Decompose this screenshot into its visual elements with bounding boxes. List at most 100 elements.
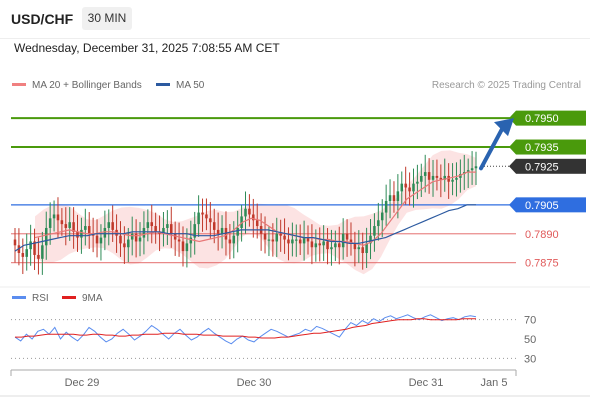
candle-body — [302, 237, 306, 244]
candle-body — [130, 233, 134, 240]
candle-body — [279, 233, 282, 236]
candle-body — [412, 183, 415, 192]
candle-body — [185, 243, 189, 252]
candle-body — [295, 239, 298, 241]
level-badge-pointer-0.7935 — [509, 139, 516, 155]
x-tick-label: Jan 5 — [481, 377, 508, 389]
candle-body — [119, 235, 122, 244]
candle-body — [209, 218, 212, 223]
candle-body — [127, 239, 130, 248]
candle-body — [400, 183, 404, 192]
candle-body — [13, 239, 17, 246]
bollinger-band — [35, 150, 476, 275]
candle-body — [154, 226, 157, 232]
x-tick-label: Dec 29 — [65, 377, 100, 389]
candle-body — [353, 243, 357, 250]
candle-body — [177, 239, 181, 242]
candle-body — [33, 241, 36, 255]
candle-body — [431, 175, 435, 180]
candle-body — [80, 229, 83, 238]
candle-body — [408, 187, 411, 192]
candle-body — [287, 239, 290, 244]
candle-body — [64, 224, 68, 228]
candle-body — [435, 175, 439, 178]
level-label-0.7890: 0.7890 — [525, 229, 559, 241]
candle-body — [439, 177, 443, 180]
candle-body — [95, 235, 99, 244]
candle-body — [103, 227, 107, 238]
candle-body — [216, 229, 220, 234]
candle-body — [52, 214, 56, 219]
candle-body — [271, 239, 275, 242]
rsi-tick-30: 30 — [524, 353, 536, 365]
level-label-0.7875: 0.7875 — [525, 258, 559, 270]
candle-body — [232, 235, 236, 244]
candle-body — [146, 222, 150, 228]
level-badge-0.7935 — [516, 139, 586, 155]
level-label-0.7935: 0.7935 — [525, 142, 559, 154]
candle-body — [420, 175, 423, 182]
candle-body — [111, 222, 114, 230]
candle-body — [162, 227, 165, 234]
candle-body — [84, 226, 87, 230]
ma20-swatch — [12, 82, 26, 86]
legend-rsi: RSI — [12, 293, 49, 304]
rsi-line — [14, 314, 477, 345]
ma20-line — [34, 171, 476, 246]
level-label-0.7925: 0.7925 — [525, 161, 559, 173]
candle-body — [72, 222, 75, 232]
rsi-tick-50: 50 — [524, 334, 536, 346]
candle-body — [244, 208, 247, 217]
candle-body — [263, 233, 267, 240]
candle-body — [197, 212, 200, 225]
candle-body — [470, 168, 474, 171]
rsi-tick-70: 70 — [524, 315, 536, 327]
level-label-0.7950: 0.7950 — [525, 113, 559, 125]
candle-body — [388, 195, 392, 201]
candle-body — [205, 214, 208, 219]
candle-body — [99, 237, 103, 244]
candle-body — [166, 224, 169, 228]
x-tick-label: Dec 30 — [237, 377, 272, 389]
candle-body — [455, 177, 458, 180]
candle-body — [107, 222, 111, 228]
candle-body — [283, 235, 286, 240]
candle-body — [41, 245, 44, 259]
candle-body — [48, 218, 52, 228]
candle-body — [87, 226, 91, 234]
candle-body — [427, 172, 431, 180]
candle-body — [392, 195, 396, 201]
candle-body — [21, 253, 25, 257]
rsi-ma-label: 9MA — [82, 293, 103, 304]
candle-body — [443, 175, 447, 180]
candle-body — [275, 233, 279, 242]
rsi-ma-line — [15, 318, 476, 339]
ma50-label: MA 50 — [176, 80, 205, 91]
candle-body — [377, 220, 380, 227]
ma20-label: MA 20 + Bollinger Bands — [32, 80, 142, 91]
candle-body — [396, 191, 400, 201]
level-label-0.7905: 0.7905 — [525, 200, 559, 212]
level-badge-0.7905 — [516, 197, 586, 213]
rsi-ma-swatch — [62, 295, 76, 299]
forecast-arrow-head — [494, 118, 514, 137]
candle-body — [298, 239, 302, 244]
timeframe-button[interactable]: 30 MIN — [82, 7, 132, 30]
candle-body — [68, 222, 71, 228]
candle-body — [306, 237, 310, 242]
legend-ma20: MA 20 + Bollinger Bands — [12, 80, 142, 91]
candle-body — [466, 170, 470, 173]
legend-rsi-ma: 9MA — [62, 293, 103, 304]
candle-body — [193, 224, 196, 238]
candle-body — [252, 214, 255, 221]
candle-body — [459, 174, 462, 178]
candle-body — [416, 181, 419, 184]
candle-body — [314, 243, 318, 248]
candle-body — [310, 241, 314, 248]
level-badge-pointer-0.7925 — [509, 158, 516, 174]
chart-header: USD/CHF 30 MIN — [0, 0, 590, 39]
candle-body — [76, 231, 79, 238]
candle-body — [318, 243, 321, 246]
candle-body — [349, 239, 353, 244]
